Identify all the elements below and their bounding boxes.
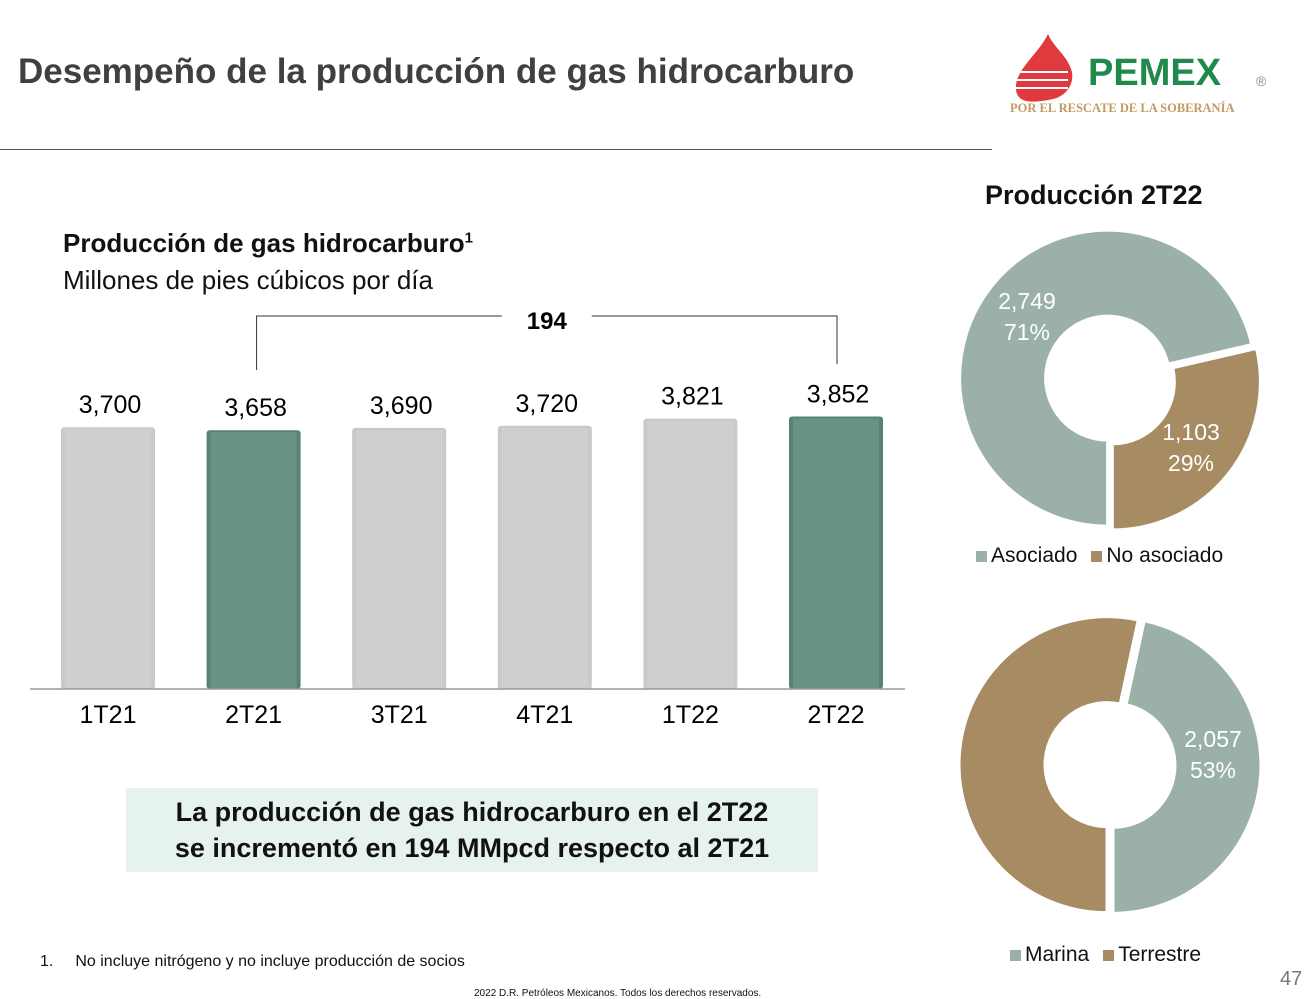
page-number: 47	[1280, 968, 1303, 990]
donut-legend-location: Marina Terrestre	[996, 943, 1201, 967]
legend-swatch	[1091, 551, 1103, 562]
slice-value-label: 1,103	[1162, 419, 1220, 445]
copyright: 2022 D.R. Petróleos Mexicanos. Todos los…	[474, 988, 762, 999]
bar-value-label: 3,658	[224, 394, 287, 422]
bar-highlight	[793, 418, 879, 689]
bar-2T21	[206, 430, 301, 689]
bar-highlight	[65, 429, 151, 689]
difference-bracket	[256, 315, 838, 370]
x-tick-label: 2T22	[808, 701, 865, 729]
bar-1T22	[643, 418, 738, 689]
slice-percent-label: 29%	[1168, 450, 1214, 476]
x-tick-label: 1T21	[80, 701, 137, 729]
x-tick-label: 3T21	[371, 701, 428, 729]
legend-swatch	[1010, 950, 1021, 961]
svg-text:POR EL RESCATE DE LA SOBERANÍA: POR EL RESCATE DE LA SOBERANÍA	[1010, 101, 1234, 115]
title-divider	[0, 149, 992, 150]
svg-text:®: ®	[1256, 73, 1267, 89]
bar-3T21	[352, 427, 447, 689]
x-tick-label: 4T21	[516, 701, 573, 729]
donut-title: Producción 2T22	[985, 180, 1203, 210]
bar-chart-subtitle: Millones de pies cúbicos por día	[63, 265, 433, 295]
x-tick-label: 2T21	[225, 701, 282, 729]
bar-highlight	[501, 427, 588, 689]
bar-1T21	[61, 427, 155, 689]
page-title: Desempeño de la producción de gas hidroc…	[18, 52, 855, 91]
bar-highlight	[356, 429, 443, 689]
donut-legend-type: Asociado No asociado	[962, 544, 1223, 568]
svg-text:PEMEX: PEMEX	[1088, 52, 1222, 94]
bar-highlight	[647, 420, 734, 689]
legend-swatch	[976, 551, 987, 562]
slice-value-label: 2,057	[1184, 726, 1242, 752]
bar-value-label: 3,700	[79, 391, 142, 419]
donut-chart-type: 2,749 71% 1,103 29%	[958, 228, 1262, 532]
donut-slice-terrestre	[957, 615, 1141, 915]
difference-label: 194	[527, 308, 568, 335]
x-tick-label: 1T22	[662, 701, 719, 729]
callout-box: La producción de gas hidrocarburo en el …	[126, 788, 818, 872]
bar-value-label: 3,690	[370, 392, 433, 420]
bar-highlight	[210, 432, 297, 689]
pemex-logo: PEMEX ® POR EL RESCATE DE LA SOBERANÍA	[1010, 34, 1267, 115]
bar-value-label: 3,821	[661, 383, 724, 411]
slice-value-label: 2,749	[998, 288, 1056, 314]
slice-percent-label: 53%	[1190, 757, 1236, 783]
bar-4T21	[497, 425, 592, 689]
bar-value-label: 3,852	[807, 380, 870, 408]
donut-slice-no-asociado	[1110, 346, 1262, 532]
legend-swatch	[1103, 950, 1115, 961]
footnote: 1. No incluye nitrógeno y no incluye prod…	[40, 953, 465, 970]
slice-percent-label: 71%	[1004, 319, 1050, 345]
donut-slice-marina	[1111, 618, 1263, 915]
donut-slice-asociado	[958, 228, 1254, 528]
bar-chart-title: Producción de gas hidrocarburo1	[63, 228, 473, 258]
bar-value-label: 3,720	[516, 390, 579, 418]
bar-2T22	[789, 416, 883, 689]
